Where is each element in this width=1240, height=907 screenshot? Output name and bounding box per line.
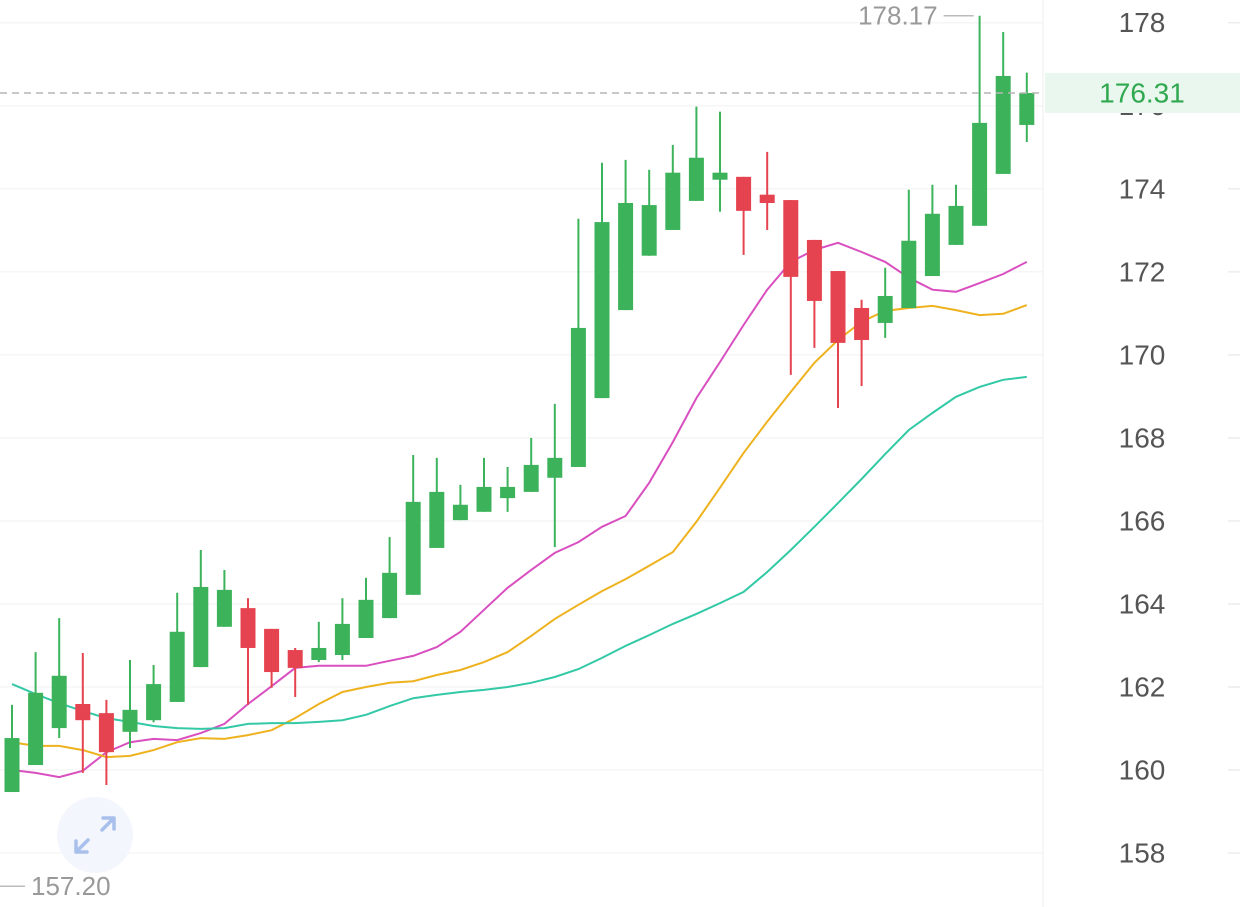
candle-body bbox=[264, 628, 280, 673]
y-tick-label: 164 bbox=[1119, 588, 1166, 619]
candle-body bbox=[877, 295, 893, 323]
last-price-label: 176.31 bbox=[1099, 77, 1185, 108]
y-tick-label: 160 bbox=[1119, 754, 1166, 785]
candle-body bbox=[736, 176, 752, 211]
candle-body bbox=[193, 586, 209, 668]
grid bbox=[0, 22, 1043, 854]
candle-body bbox=[122, 709, 138, 732]
candle-body bbox=[594, 222, 610, 399]
candle-body bbox=[75, 704, 91, 721]
y-tick-label: 170 bbox=[1119, 339, 1166, 370]
candle-body bbox=[830, 271, 846, 343]
candle-body bbox=[216, 589, 232, 627]
candle-body bbox=[570, 327, 586, 467]
candle-body bbox=[1019, 92, 1035, 125]
candle-body bbox=[334, 623, 350, 656]
candle-body bbox=[500, 486, 516, 499]
candle-body bbox=[98, 713, 114, 753]
candle-body bbox=[146, 684, 162, 721]
y-tick-label: 172 bbox=[1119, 256, 1166, 287]
candle-body bbox=[51, 675, 67, 729]
candle-body bbox=[405, 501, 421, 595]
last-price-box bbox=[1045, 72, 1240, 113]
ma-line bbox=[11, 304, 1028, 759]
y-tick-label: 162 bbox=[1119, 671, 1166, 702]
candle-body bbox=[665, 172, 681, 230]
candle-body bbox=[641, 205, 657, 256]
low-marker-label: 157.20 bbox=[31, 871, 111, 901]
plot-area bbox=[4, 15, 1035, 793]
candle-body bbox=[452, 504, 468, 521]
candle-body bbox=[287, 650, 303, 668]
candle-body bbox=[4, 738, 20, 793]
candle-body bbox=[972, 122, 988, 226]
high-marker-label: 178.17 bbox=[858, 1, 938, 31]
y-tick-label: 158 bbox=[1119, 837, 1166, 868]
candle-body bbox=[358, 599, 374, 639]
y-tick-label: 166 bbox=[1119, 505, 1166, 536]
candle-body bbox=[28, 692, 44, 766]
candle-body bbox=[169, 631, 185, 702]
candle-body bbox=[901, 240, 917, 309]
ma-line bbox=[11, 241, 1028, 779]
y-tick-label: 168 bbox=[1119, 422, 1166, 453]
y-axis: 158160162164166168170172174176178 bbox=[1119, 7, 1240, 868]
candle-body bbox=[712, 172, 728, 180]
expand-icon bbox=[74, 816, 116, 854]
candle-body bbox=[382, 572, 398, 619]
y-tick-label: 178 bbox=[1119, 7, 1166, 38]
candle-body bbox=[618, 202, 634, 311]
expand-button[interactable] bbox=[57, 797, 133, 873]
candle-body bbox=[854, 308, 870, 340]
ma-line bbox=[11, 375, 1027, 730]
candle-body bbox=[759, 194, 775, 203]
candle-body bbox=[688, 157, 704, 201]
candle-body bbox=[948, 205, 964, 245]
candle-body bbox=[523, 464, 539, 492]
candle-body bbox=[995, 75, 1011, 174]
y-tick-label: 174 bbox=[1119, 173, 1166, 204]
candle-body bbox=[783, 200, 799, 277]
candle-body bbox=[311, 647, 327, 661]
candle-body bbox=[240, 608, 256, 648]
candle-body bbox=[806, 239, 822, 301]
candle-body bbox=[429, 491, 445, 548]
candle-body bbox=[924, 213, 940, 277]
candle-body bbox=[547, 457, 563, 478]
expand-button-bg bbox=[57, 797, 133, 873]
candle-body bbox=[476, 486, 492, 512]
